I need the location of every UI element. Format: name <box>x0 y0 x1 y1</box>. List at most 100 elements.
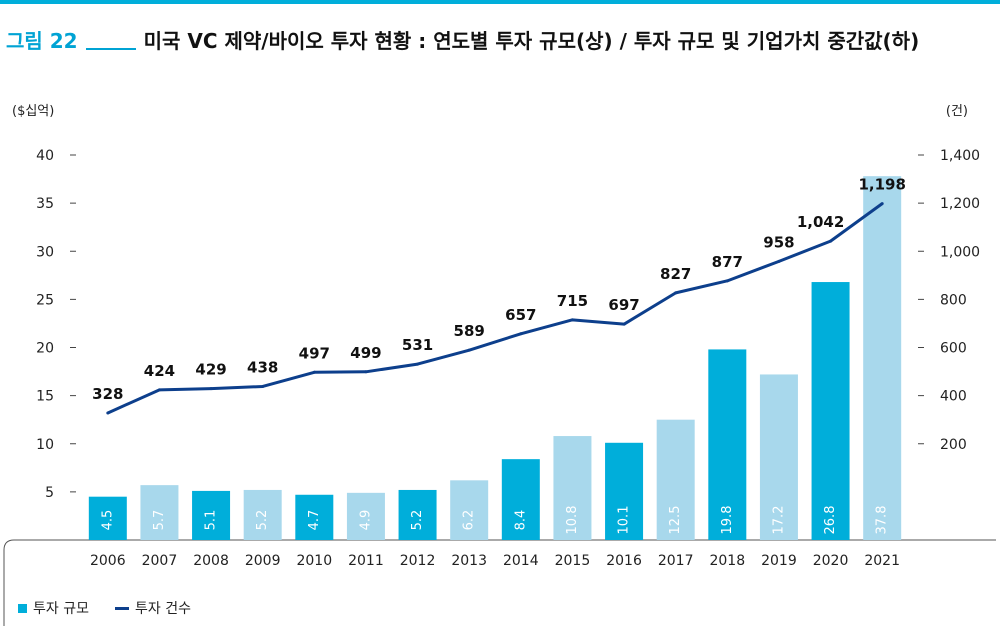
legend: 투자 규모 투자 건수 <box>18 598 217 618</box>
x-tick-label: 2006 <box>90 553 126 569</box>
line-point <box>364 370 368 374</box>
bar-value-label: 10.1 <box>617 506 632 535</box>
line-point <box>106 411 110 415</box>
figure-title-text: 미국 VC 제약/바이오 투자 현황 : 연도별 투자 규모(상) / 투자 규… <box>143 29 920 53</box>
left-axis: 5 10 15 20 25 30 35 40 <box>36 148 76 501</box>
left-tick-label: 20 <box>36 341 54 357</box>
right-tick-label: 1,200 <box>940 196 980 212</box>
line-path <box>107 202 884 415</box>
x-tick-label: 2017 <box>658 553 694 569</box>
bar-value-label: 5.1 <box>204 510 219 531</box>
x-tick-label: 2021 <box>864 553 900 569</box>
title-top-rule <box>0 0 1000 4</box>
x-tick-label: 2011 <box>348 553 384 569</box>
line-point <box>157 388 161 392</box>
left-axis-unit: ($십억) <box>12 104 54 119</box>
x-tick-label: 2012 <box>400 553 436 569</box>
right-tick-label: 800 <box>940 292 967 308</box>
line-point <box>570 318 574 322</box>
bar-value-label: 37.8 <box>875 506 890 535</box>
x-tick-label: 2014 <box>503 553 539 569</box>
left-tick-label: 40 <box>36 148 54 164</box>
line-point <box>880 202 884 206</box>
line-point <box>622 322 626 326</box>
x-tick-label: 2020 <box>813 553 849 569</box>
baseline-frame <box>3 539 996 626</box>
bar-value-label: 5.2 <box>255 510 270 531</box>
x-tick-label: 2016 <box>606 553 642 569</box>
line-value-label: 429 <box>195 361 226 379</box>
figure-title: 그림 22 미국 VC 제약/바이오 투자 현황 : 연도별 투자 규모(상) … <box>6 24 919 54</box>
bar-value-label: 26.8 <box>823 506 838 535</box>
bar-series: 4.5 5.7 5.1 5.2 4.7 4.9 5.2 6.2 8.4 10.8 10.1 12.5 1… <box>88 176 902 541</box>
figure-underline <box>85 48 136 50</box>
right-tick-label: 1,400 <box>940 148 980 164</box>
right-tick-label: 1,000 <box>940 244 980 260</box>
bar <box>450 480 489 540</box>
x-tick-label: 2010 <box>296 553 332 569</box>
legend-bar-swatch <box>18 603 27 613</box>
bar-value-label: 10.8 <box>565 506 580 535</box>
legend-line-swatch <box>114 606 129 610</box>
bar-value-label: 8.4 <box>513 510 528 531</box>
line-point <box>829 239 833 243</box>
left-tick-label: 10 <box>36 437 54 453</box>
figure-number: 그림 22 <box>6 29 78 53</box>
bar-value-label: 17.2 <box>771 506 786 535</box>
line-point <box>777 259 781 263</box>
line-value-label: 424 <box>144 362 175 380</box>
line-value-label: 657 <box>505 306 536 324</box>
line-value-label: 499 <box>350 344 381 362</box>
right-tick-label: 200 <box>940 437 967 453</box>
line-value-label: 1,198 <box>858 176 905 194</box>
bar-value-label: 12.5 <box>668 506 683 535</box>
bar-value-label: 4.5 <box>100 510 115 531</box>
bar-value-label: 6.2 <box>462 510 477 531</box>
bar <box>88 496 127 540</box>
x-axis: 2006 2007 2008 2009 2010 2011 2012 2013 2014 2015… <box>90 553 900 569</box>
right-tick-label: 400 <box>940 389 967 405</box>
legend-bar-label: 투자 규모 <box>33 601 89 617</box>
legend-item-bar: 투자 규모 <box>18 598 89 618</box>
line-value-label: 589 <box>454 322 485 340</box>
line-value-label: 438 <box>247 358 278 376</box>
line-series: 328 424 429 438 497 499 531 589 657 715 697 827 877 9… <box>92 176 906 415</box>
line-point <box>209 387 213 391</box>
bar-value-label: 19.8 <box>720 506 735 535</box>
x-tick-label: 2015 <box>555 553 591 569</box>
line-value-label: 827 <box>660 265 691 283</box>
line-value-label: 531 <box>402 336 433 354</box>
line-point <box>416 362 420 366</box>
legend-item-line: 투자 건수 <box>114 598 191 618</box>
bar <box>863 176 902 541</box>
x-tick-label: 2019 <box>761 553 797 569</box>
right-axis-unit: (건) <box>946 104 968 119</box>
bar <box>656 419 695 540</box>
left-tick-label: 35 <box>36 196 54 212</box>
left-tick-label: 30 <box>36 244 54 260</box>
line-value-label: 697 <box>608 296 639 314</box>
bar <box>605 442 644 540</box>
bar <box>346 492 385 540</box>
line-value-label: 1,042 <box>797 213 844 231</box>
line-point <box>261 384 265 388</box>
left-tick-label: 15 <box>36 389 54 405</box>
bar-value-label: 5.7 <box>152 510 167 531</box>
x-tick-label: 2013 <box>451 553 487 569</box>
left-tick-label: 5 <box>45 485 54 501</box>
left-tick-label: 25 <box>36 292 54 308</box>
line-value-label: 328 <box>92 385 123 403</box>
bar <box>708 349 747 540</box>
bar <box>295 494 334 540</box>
x-tick-label: 2009 <box>245 553 281 569</box>
bar <box>140 485 179 540</box>
line-value-label: 497 <box>299 344 330 362</box>
bar <box>553 436 592 540</box>
bar <box>759 374 798 540</box>
bar <box>501 459 540 540</box>
bar <box>811 282 850 540</box>
bar-value-label: 4.7 <box>307 510 322 531</box>
x-tick-label: 2007 <box>142 553 178 569</box>
right-tick-label: 600 <box>940 341 967 357</box>
